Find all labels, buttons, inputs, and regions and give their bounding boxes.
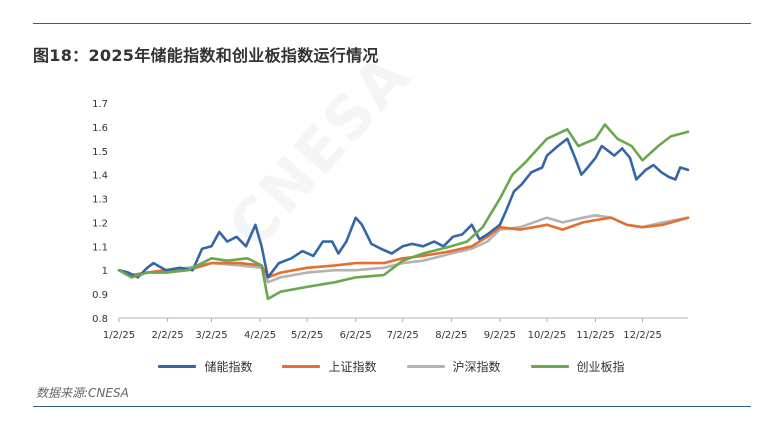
legend-item: 储能指数 xyxy=(158,358,252,375)
y-tick-label: 1.6 xyxy=(92,123,108,134)
chart-series xyxy=(117,123,690,301)
x-tick-label: 1/2/25 xyxy=(103,330,135,341)
legend-swatch xyxy=(406,365,445,368)
y-tick-label: 1.4 xyxy=(92,171,108,182)
chart-axes: 0.8 0.9 1 1.1 1.2 1.3 1.4 1.5 1.6 1.7 1/2/25 2/2/25… xyxy=(92,99,688,341)
x-tick-label: 3/2/25 xyxy=(195,330,227,341)
legend-item: 沪深指数 xyxy=(406,358,501,375)
chart-legend: 储能指数 上证指数 沪深指数 创业板指 xyxy=(0,358,783,375)
legend-label: 上证指数 xyxy=(328,360,377,374)
legend-label: 创业板指 xyxy=(576,360,625,374)
series-line-3 xyxy=(117,123,690,301)
y-tick-label: 1 xyxy=(102,266,108,277)
legend-swatch xyxy=(158,365,197,368)
y-tick-label: 1.2 xyxy=(92,218,108,229)
y-tick-label: 1.1 xyxy=(92,242,108,253)
x-tick-label: 9/2/25 xyxy=(484,330,516,341)
top-rule xyxy=(33,23,751,24)
y-tick-label: 1.5 xyxy=(92,147,108,158)
x-tick-label: 10/2/25 xyxy=(528,330,567,341)
series-line-0 xyxy=(117,137,690,279)
y-tick-label: 1.3 xyxy=(92,195,108,206)
y-tick-label: 0.8 xyxy=(92,314,108,325)
x-tick-label: 5/2/25 xyxy=(291,330,323,341)
x-tick-label: 4/2/25 xyxy=(244,330,276,341)
y-tick-label: 1.7 xyxy=(92,99,108,110)
x-tick-label: 11/2/25 xyxy=(576,330,615,341)
legend-label: 储能指数 xyxy=(204,360,253,374)
data-source: 数据来源:CNESA xyxy=(36,386,129,400)
y-tick-label: 0.9 xyxy=(92,290,108,301)
legend-swatch xyxy=(530,365,569,368)
x-tick-label: 7/2/25 xyxy=(387,330,419,341)
x-tick-label: 8/2/25 xyxy=(435,330,467,341)
bottom-rule xyxy=(33,406,751,407)
legend-item: 创业板指 xyxy=(530,358,625,375)
legend-swatch xyxy=(282,365,321,368)
x-tick-label: 12/2/25 xyxy=(623,330,662,341)
chart-title: 图18：2025年储能指数和创业板指数运行情况 xyxy=(33,46,379,65)
x-tick-label: 6/2/25 xyxy=(340,330,372,341)
x-tick-label: 2/2/25 xyxy=(151,330,183,341)
legend-label: 沪深指数 xyxy=(452,360,501,374)
legend-item: 上证指数 xyxy=(282,358,377,375)
